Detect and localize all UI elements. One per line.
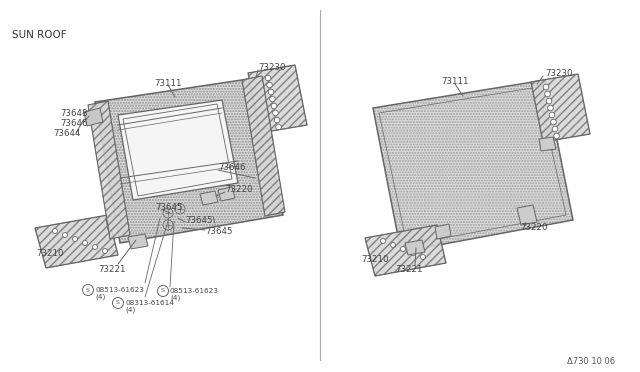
Circle shape xyxy=(102,248,108,253)
Polygon shape xyxy=(365,225,446,276)
Circle shape xyxy=(163,208,173,218)
Polygon shape xyxy=(200,191,218,205)
Circle shape xyxy=(267,82,272,88)
Circle shape xyxy=(163,220,173,230)
Text: (4): (4) xyxy=(170,295,180,301)
Text: 08513-61623: 08513-61623 xyxy=(95,287,144,293)
Circle shape xyxy=(552,126,558,132)
Text: 73644: 73644 xyxy=(53,128,81,138)
Circle shape xyxy=(276,124,282,130)
Text: Δ730 10 06: Δ730 10 06 xyxy=(567,357,615,366)
Text: 73221: 73221 xyxy=(98,266,125,275)
Polygon shape xyxy=(248,65,307,133)
Text: 73210: 73210 xyxy=(36,248,63,257)
Circle shape xyxy=(175,204,185,214)
Text: 73220: 73220 xyxy=(225,186,253,195)
Text: 73646: 73646 xyxy=(218,164,246,173)
Circle shape xyxy=(554,133,559,139)
Circle shape xyxy=(269,96,275,102)
Text: (4): (4) xyxy=(125,307,135,313)
Text: 73645: 73645 xyxy=(205,228,232,237)
Text: 73111: 73111 xyxy=(441,77,468,87)
Polygon shape xyxy=(242,76,285,216)
Polygon shape xyxy=(95,78,283,243)
Circle shape xyxy=(410,250,415,256)
Polygon shape xyxy=(531,74,590,142)
Text: S: S xyxy=(116,301,120,305)
Text: S: S xyxy=(86,288,90,292)
Circle shape xyxy=(274,117,280,123)
Text: 73221: 73221 xyxy=(395,266,422,275)
Polygon shape xyxy=(106,215,122,230)
Text: 73230: 73230 xyxy=(545,68,573,77)
Polygon shape xyxy=(88,101,130,239)
Text: (4): (4) xyxy=(95,294,105,300)
Polygon shape xyxy=(435,224,451,239)
Circle shape xyxy=(268,89,274,95)
Circle shape xyxy=(83,241,88,246)
Polygon shape xyxy=(539,137,556,151)
Circle shape xyxy=(52,228,58,234)
Text: 08513-61623: 08513-61623 xyxy=(170,288,219,294)
Text: SUN ROOF: SUN ROOF xyxy=(12,30,67,40)
Text: 73210: 73210 xyxy=(361,256,388,264)
Circle shape xyxy=(381,238,385,244)
Circle shape xyxy=(271,103,277,109)
Polygon shape xyxy=(517,205,537,225)
Circle shape xyxy=(548,105,554,111)
Circle shape xyxy=(550,119,556,125)
Circle shape xyxy=(401,247,406,251)
Polygon shape xyxy=(255,128,273,142)
Circle shape xyxy=(273,110,278,116)
Text: 73645\: 73645\ xyxy=(185,215,216,224)
Circle shape xyxy=(420,254,426,260)
Circle shape xyxy=(549,112,555,118)
Polygon shape xyxy=(405,240,425,255)
Circle shape xyxy=(546,98,552,104)
Circle shape xyxy=(72,237,77,241)
Text: 73645: 73645 xyxy=(155,203,182,212)
Circle shape xyxy=(390,243,396,247)
Polygon shape xyxy=(373,80,573,252)
Text: 73230: 73230 xyxy=(258,64,285,73)
Circle shape xyxy=(63,232,67,237)
Polygon shape xyxy=(35,215,118,268)
Circle shape xyxy=(543,84,548,90)
Circle shape xyxy=(545,91,550,97)
Polygon shape xyxy=(118,100,238,200)
Text: 73646: 73646 xyxy=(60,119,88,128)
Polygon shape xyxy=(218,187,235,201)
Circle shape xyxy=(265,75,271,81)
Text: 73220: 73220 xyxy=(520,222,547,231)
Text: 73111: 73111 xyxy=(154,78,182,87)
Polygon shape xyxy=(84,108,103,126)
Text: 08313-61614: 08313-61614 xyxy=(125,300,174,306)
Polygon shape xyxy=(128,234,148,249)
Text: S: S xyxy=(161,289,165,294)
Text: 73648: 73648 xyxy=(60,109,88,118)
Circle shape xyxy=(93,244,97,250)
